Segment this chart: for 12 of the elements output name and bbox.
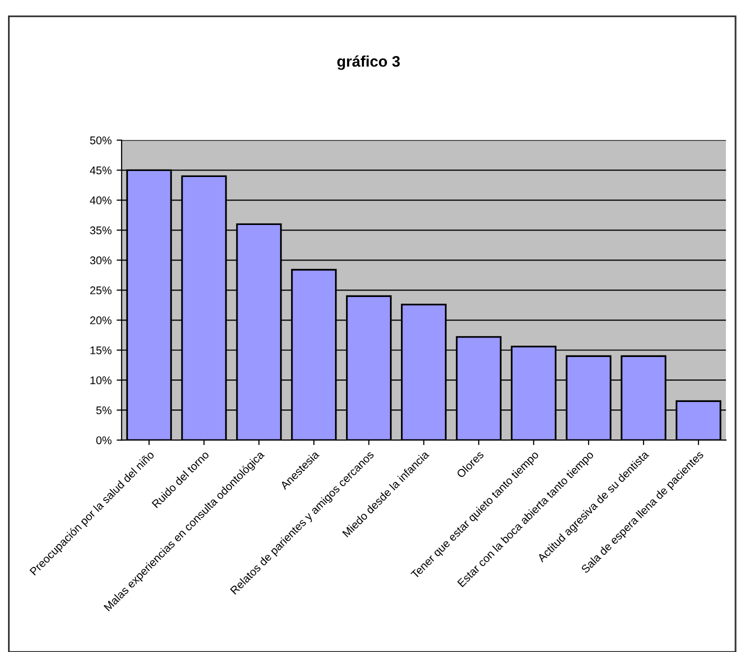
chart-title: gráfico 3 [337,55,400,70]
y-tick-label: 35% [90,226,112,234]
y-tick-label: 25% [90,286,112,294]
y-tick-label: 40% [90,196,112,204]
y-tick-label: 15% [90,346,112,354]
y-tick-label: 20% [90,316,112,324]
y-tick-label: 50% [90,136,112,144]
y-tick-label: 45% [90,166,112,174]
y-tick-label: 10% [90,376,112,384]
y-tick-label: 0% [96,436,112,444]
y-tick-label: 30% [90,256,112,264]
y-tick-label: 5% [96,406,112,414]
